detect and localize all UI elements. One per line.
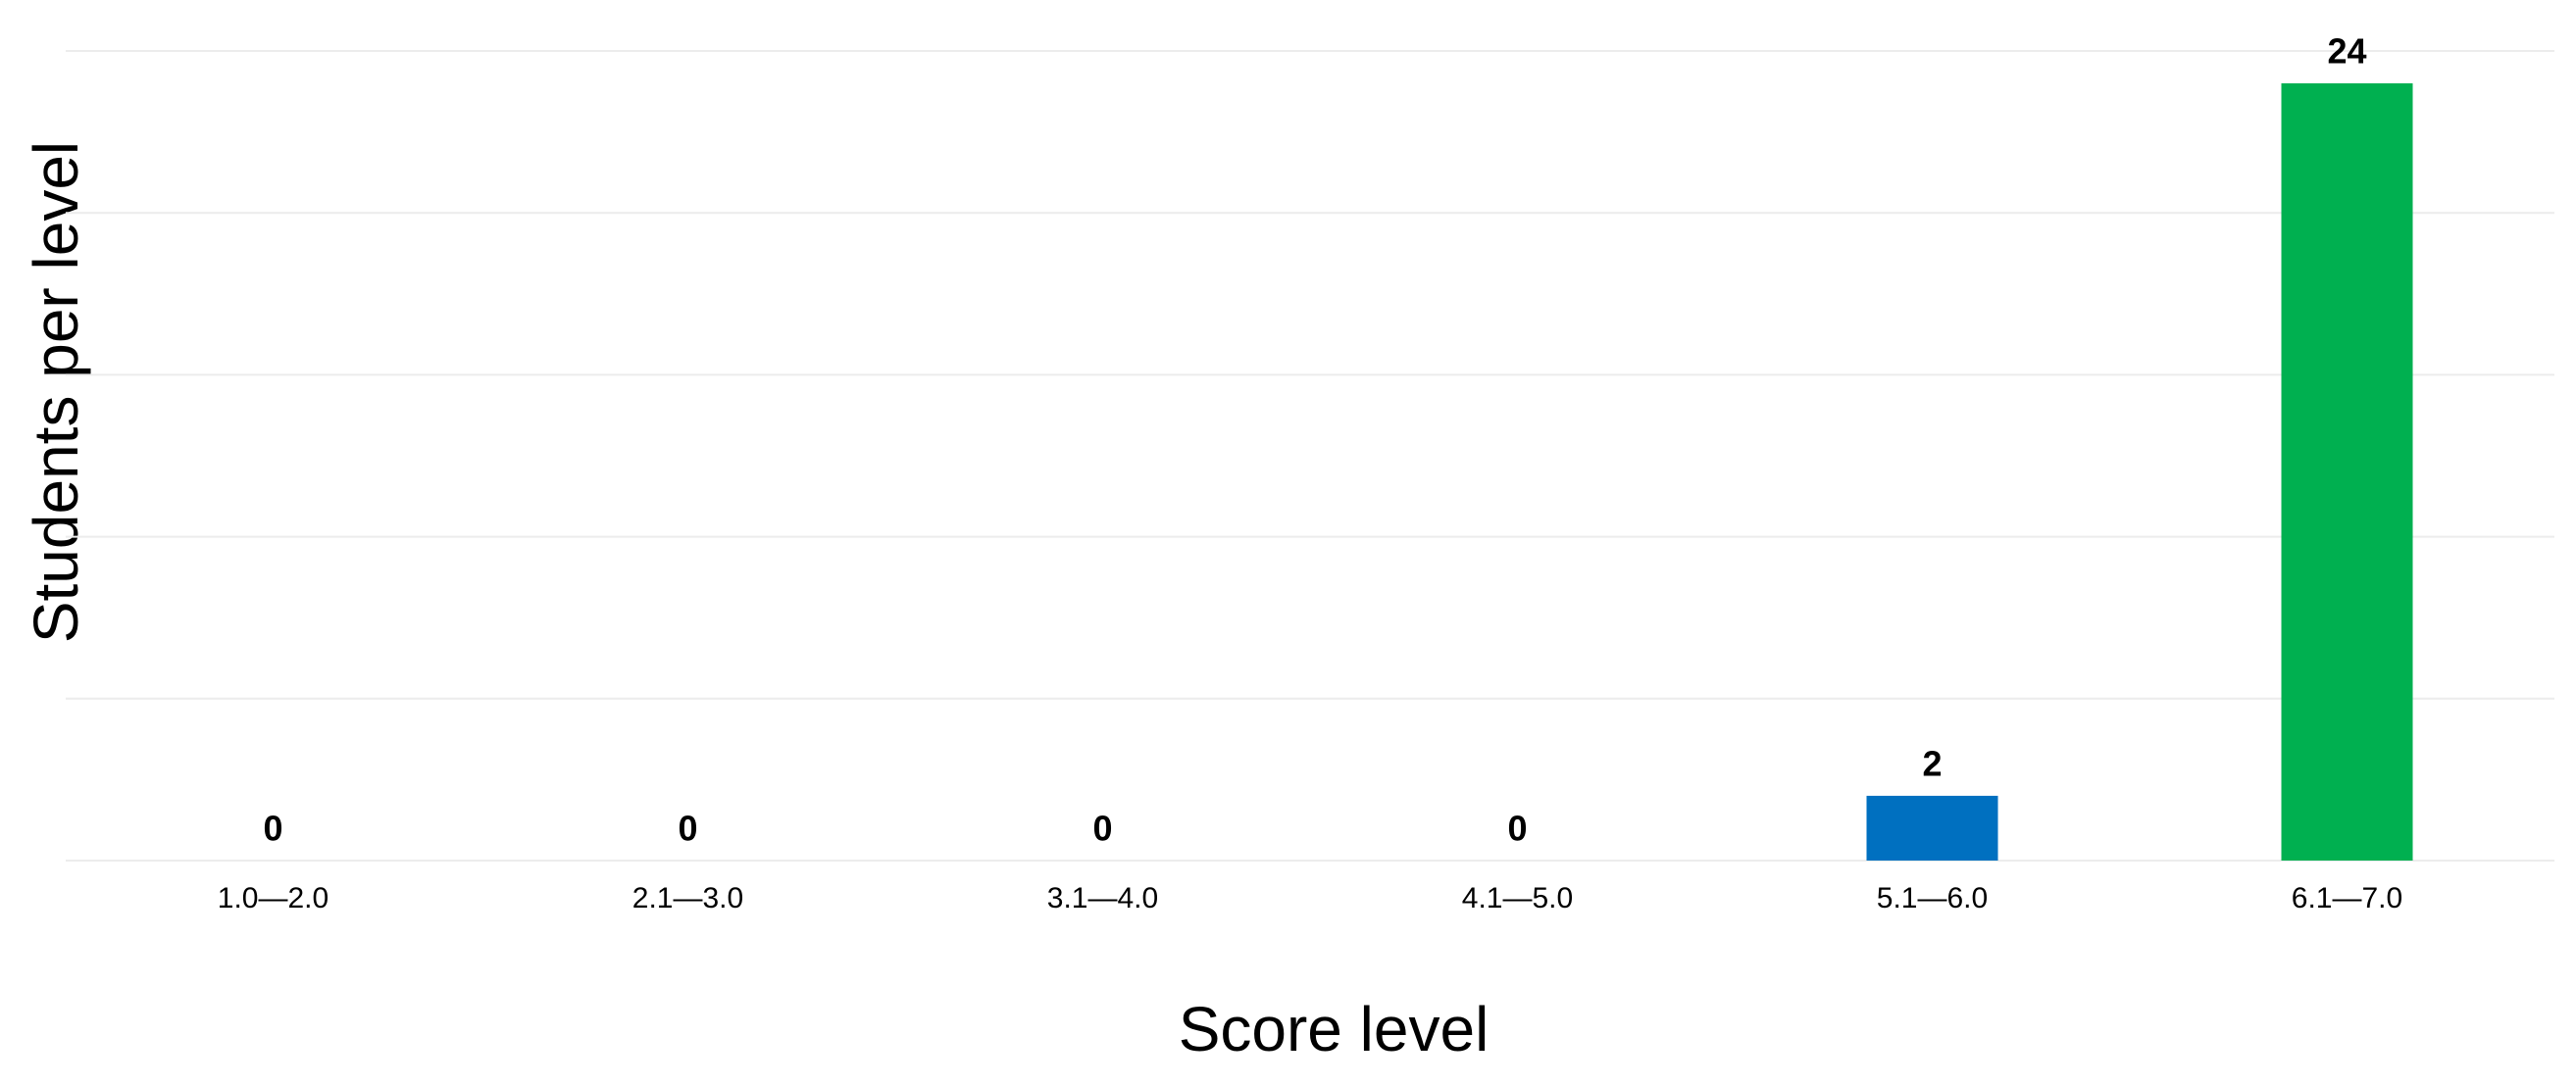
bar bbox=[1866, 795, 1998, 861]
data-label: 2 bbox=[1922, 743, 1942, 783]
x-tick-label: 2.1—3.0 bbox=[632, 882, 743, 914]
x-tick-label: 6.1—7.0 bbox=[2292, 882, 2402, 914]
y-axis-title: Students per level bbox=[21, 141, 91, 643]
data-label: 0 bbox=[1092, 809, 1112, 849]
x-tick-label: 5.1—6.0 bbox=[1877, 882, 1988, 914]
data-label: 0 bbox=[263, 809, 282, 849]
x-tick-label: 3.1—4.0 bbox=[1047, 882, 1158, 914]
bar bbox=[2281, 83, 2413, 862]
data-label: 24 bbox=[2327, 31, 2366, 72]
x-tick-label: 4.1—5.0 bbox=[1462, 882, 1573, 914]
x-tick-label: 1.0—2.0 bbox=[218, 882, 328, 914]
data-label: 0 bbox=[1507, 809, 1527, 849]
x-axis-title: Score level bbox=[1179, 994, 1490, 1064]
data-label: 0 bbox=[678, 809, 697, 849]
